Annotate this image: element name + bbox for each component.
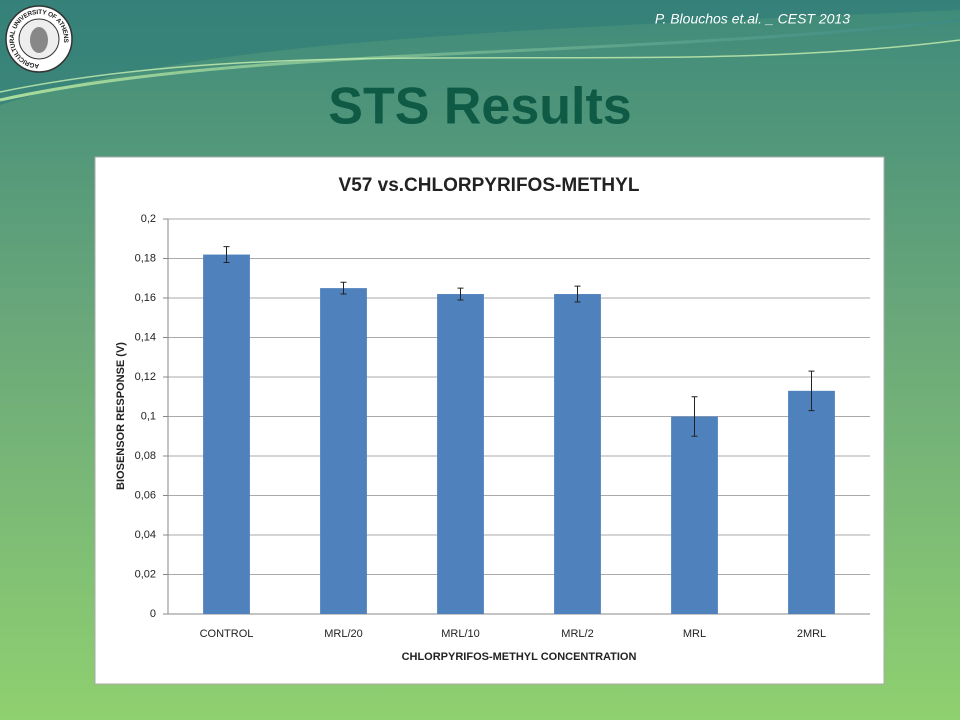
- x-tick-label: CONTROL: [200, 628, 254, 640]
- y-tick-label: 0,02: [135, 568, 156, 580]
- bar: [437, 294, 484, 614]
- error-bar: [691, 396, 698, 437]
- slide-title: STS Results: [328, 78, 631, 136]
- bar: [203, 254, 250, 615]
- swoosh-line: [0, 18, 960, 102]
- logo: AGRICULTURAL UNIVERSITY OF ATHENS: [5, 5, 73, 73]
- bar: [671, 416, 718, 614]
- y-tick-label: 0,12: [135, 371, 156, 383]
- y-tick-label: 0,08: [135, 450, 156, 462]
- y-tick-label: 0,18: [135, 252, 156, 264]
- x-tick-label: MRL/10: [441, 628, 480, 640]
- chart-title: V57 vs.CHLORPYRIFOS-METHYL: [339, 175, 640, 196]
- y-tick-label: 0,1: [141, 410, 156, 422]
- error-bar: [340, 281, 347, 295]
- y-tick-label: 0,14: [135, 331, 156, 343]
- error-bar: [223, 246, 230, 263]
- bar: [788, 390, 835, 614]
- x-tick-label: MRL: [683, 628, 706, 640]
- credit: P. Blouchos et.al. _ CEST 2013: [655, 11, 850, 27]
- swoosh-line: [0, 39, 960, 93]
- y-axis-label: BIOSENSOR RESPONSE (V): [115, 342, 127, 490]
- y-tick-label: 0,06: [135, 489, 156, 501]
- x-tick-label: MRL/2: [561, 628, 593, 640]
- y-tick-label: 0,04: [135, 529, 156, 541]
- error-bar: [574, 285, 581, 303]
- error-bar: [808, 370, 815, 412]
- y-tick-label: 0: [150, 608, 156, 620]
- swoosh: [0, 0, 960, 105]
- y-tick-label: 0,2: [141, 213, 156, 225]
- y-tick-label: 0,16: [135, 292, 156, 304]
- bar: [554, 294, 601, 614]
- x-tick-label: MRL/20: [324, 628, 363, 640]
- x-tick-label: 2MRL: [797, 628, 826, 640]
- x-axis-label: CHLORPYRIFOS-METHYL CONCENTRATION: [402, 651, 637, 663]
- error-bar: [457, 287, 464, 301]
- bar: [320, 288, 367, 614]
